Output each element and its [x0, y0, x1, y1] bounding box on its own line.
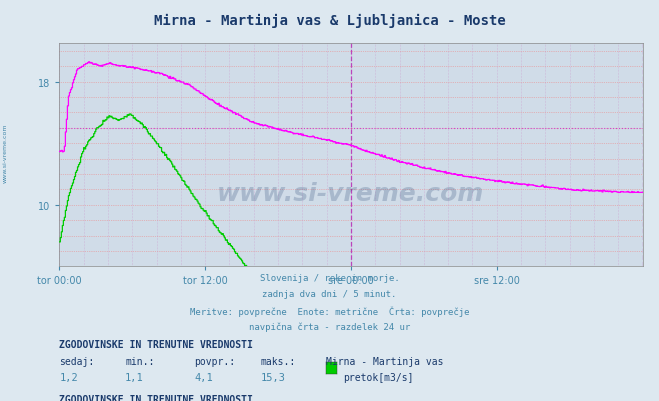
Text: www.si-vreme.com: www.si-vreme.com	[3, 123, 8, 182]
Text: navpična črta - razdelek 24 ur: navpična črta - razdelek 24 ur	[249, 322, 410, 331]
Text: min.:: min.:	[125, 356, 155, 366]
Text: 15,3: 15,3	[260, 372, 285, 382]
Text: Meritve: povprečne  Enote: metrične  Črta: povprečje: Meritve: povprečne Enote: metrične Črta:…	[190, 306, 469, 316]
Text: 1,1: 1,1	[125, 372, 144, 382]
Text: Mirna - Martinja vas: Mirna - Martinja vas	[326, 356, 444, 366]
Text: ZGODOVINSKE IN TRENUTNE VREDNOSTI: ZGODOVINSKE IN TRENUTNE VREDNOSTI	[59, 339, 253, 349]
Text: sedaj:: sedaj:	[59, 356, 94, 366]
Text: Slovenija / reke in morje.: Slovenija / reke in morje.	[260, 273, 399, 282]
Text: 1,2: 1,2	[59, 372, 78, 382]
Text: ZGODOVINSKE IN TRENUTNE VREDNOSTI: ZGODOVINSKE IN TRENUTNE VREDNOSTI	[59, 394, 253, 401]
Text: zadnja dva dni / 5 minut.: zadnja dva dni / 5 minut.	[262, 290, 397, 298]
Text: pretok[m3/s]: pretok[m3/s]	[343, 372, 413, 382]
Text: www.si-vreme.com: www.si-vreme.com	[217, 181, 484, 205]
Text: povpr.:: povpr.:	[194, 356, 235, 366]
Text: maks.:: maks.:	[260, 356, 295, 366]
Text: Mirna - Martinja vas & Ljubljanica - Moste: Mirna - Martinja vas & Ljubljanica - Mos…	[154, 14, 505, 28]
Text: 4,1: 4,1	[194, 372, 213, 382]
